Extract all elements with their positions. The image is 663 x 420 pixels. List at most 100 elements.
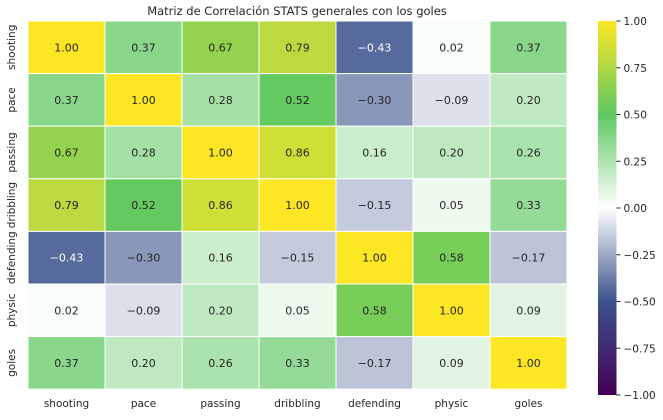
cell-value-label: 0.37	[54, 357, 79, 370]
heatmap-cell	[181, 20, 260, 75]
cell-value-label: −0.17	[512, 252, 546, 265]
x-tick-label: physic	[435, 398, 469, 410]
heatmap-cell	[489, 125, 568, 180]
heatmap-cell	[335, 73, 414, 127]
colorbar-tick-label: 0.50	[624, 110, 647, 122]
cell-value-label: 0.26	[208, 357, 233, 370]
cell-value-label: 0.16	[362, 147, 387, 160]
x-tick-label: passing	[200, 398, 240, 410]
cell-value-label: −0.43	[50, 252, 84, 265]
colorbar-tick-label: 0.75	[624, 63, 647, 75]
cell-value-label: 0.67	[208, 41, 233, 54]
heatmap-cell	[412, 336, 491, 390]
heatmap-cell	[27, 283, 106, 338]
heatmap-cell	[27, 178, 106, 232]
cell-value-label: −0.30	[358, 94, 392, 107]
heatmap-cell	[104, 178, 183, 232]
cell-value-label: 0.37	[54, 94, 79, 107]
cell-value-label: 0.02	[439, 41, 464, 54]
heatmap-cell	[489, 283, 568, 338]
heatmap-cell	[335, 336, 414, 390]
cell-value-label: 0.37	[131, 41, 156, 54]
heatmap-cell	[181, 336, 260, 390]
x-tick-label: dribbling	[274, 398, 320, 410]
heatmap-cell	[258, 125, 337, 180]
cell-value-label: 0.09	[516, 304, 541, 317]
heatmap-cell	[181, 230, 260, 285]
cell-value-label: 0.37	[516, 41, 541, 54]
colorbar-ticks: 1.00 0.75 0.50 0.25 0.00 −0.25 −0.50 −0.75 −1.00	[616, 16, 656, 402]
cell-value-label: 0.05	[285, 304, 310, 317]
cell-value-label: 0.20	[516, 94, 541, 107]
cell-value-label: 1.00	[362, 252, 387, 265]
heatmap-cell	[27, 230, 106, 285]
cell-value-label: −0.15	[358, 199, 392, 212]
cell-value-label: 0.28	[208, 94, 233, 107]
cell-value-label: −0.30	[127, 252, 161, 265]
colorbar-tick-label: −0.75	[624, 343, 656, 355]
colorbar-tick-label: −0.50	[624, 297, 656, 309]
cell-value-label: −0.15	[281, 252, 315, 265]
cell-value-label: 1.00	[54, 41, 79, 54]
heatmap-cell	[27, 73, 106, 127]
x-tick-label: pace	[131, 398, 156, 410]
cell-value-label: 0.52	[285, 94, 310, 107]
cell-value-label: 0.20	[208, 304, 233, 317]
chart-title: Matriz de Correlación STATS generales co…	[147, 4, 447, 18]
y-tick-label: passing	[6, 132, 18, 172]
cell-value-label: 0.79	[54, 199, 79, 212]
cell-value-label: 0.86	[285, 147, 310, 160]
cell-value-label: 1.00	[439, 304, 464, 317]
cell-value-label: 1.00	[208, 147, 233, 160]
cell-value-label: −0.09	[435, 94, 469, 107]
cell-value-label: 0.33	[285, 357, 310, 370]
cell-value-label: 0.05	[439, 199, 464, 212]
cell-value-label: 0.79	[285, 41, 310, 54]
heatmap-cell	[489, 73, 568, 127]
cell-value-label: 1.00	[516, 357, 541, 370]
heatmap-cell	[412, 125, 491, 180]
cell-value-label: 0.67	[54, 147, 79, 160]
cell-value-label: 0.86	[208, 199, 233, 212]
y-tick-label: shooting	[6, 25, 18, 70]
cell-value-label: 0.20	[131, 357, 156, 370]
cell-value-label: −0.43	[358, 41, 392, 54]
cell-value-label: 0.33	[516, 199, 541, 212]
heatmap-cell	[412, 20, 491, 75]
heatmap-cell	[258, 283, 337, 338]
heatmap-cell	[104, 125, 183, 180]
cell-value-label: −0.17	[358, 357, 392, 370]
cell-value-label: 0.26	[516, 147, 541, 160]
cell-value-label: 0.28	[131, 147, 156, 160]
colorbar-tick-label: 0.00	[624, 203, 647, 215]
cell-value-label: 0.09	[439, 357, 464, 370]
y-tick-label: pace	[6, 87, 18, 112]
cell-value-label: 1.00	[131, 94, 156, 107]
y-tick-label: defending	[6, 231, 18, 284]
heatmap-cell	[258, 20, 337, 75]
colorbar	[598, 21, 617, 395]
heatmap-cell	[27, 20, 106, 75]
heatmap-cell	[335, 125, 414, 180]
x-tick-label: defending	[348, 398, 401, 410]
x-axis-labels: shooting pace passing dribbling defending phy…	[44, 398, 543, 410]
heatmap-cell	[104, 283, 183, 338]
x-tick-label: goles	[515, 398, 543, 410]
cell-value-label: 0.52	[131, 199, 156, 212]
heatmap-cell	[489, 178, 568, 232]
cell-value-label: 1.00	[285, 199, 310, 212]
x-tick-label: shooting	[44, 398, 89, 410]
cell-value-label: −0.09	[127, 304, 161, 317]
heatmap-cells: 1.00 0.37 0.67 0.79 −0.43 0.02 0.37 0.37 1.00 0.2…	[27, 20, 568, 390]
heatmap-cell	[489, 336, 568, 390]
y-tick-label: goles	[6, 349, 18, 377]
heatmap-cell	[258, 178, 337, 232]
y-axis-labels: shooting pace passing dribbling defending phy…	[6, 25, 18, 377]
heatmap-cell	[412, 178, 491, 232]
heatmap-cell	[181, 125, 260, 180]
colorbar-tick-label: −1.00	[624, 390, 656, 402]
heatmap-cell	[27, 336, 106, 390]
cell-value-label: 0.20	[439, 147, 464, 160]
cell-value-label: 0.58	[439, 252, 464, 265]
